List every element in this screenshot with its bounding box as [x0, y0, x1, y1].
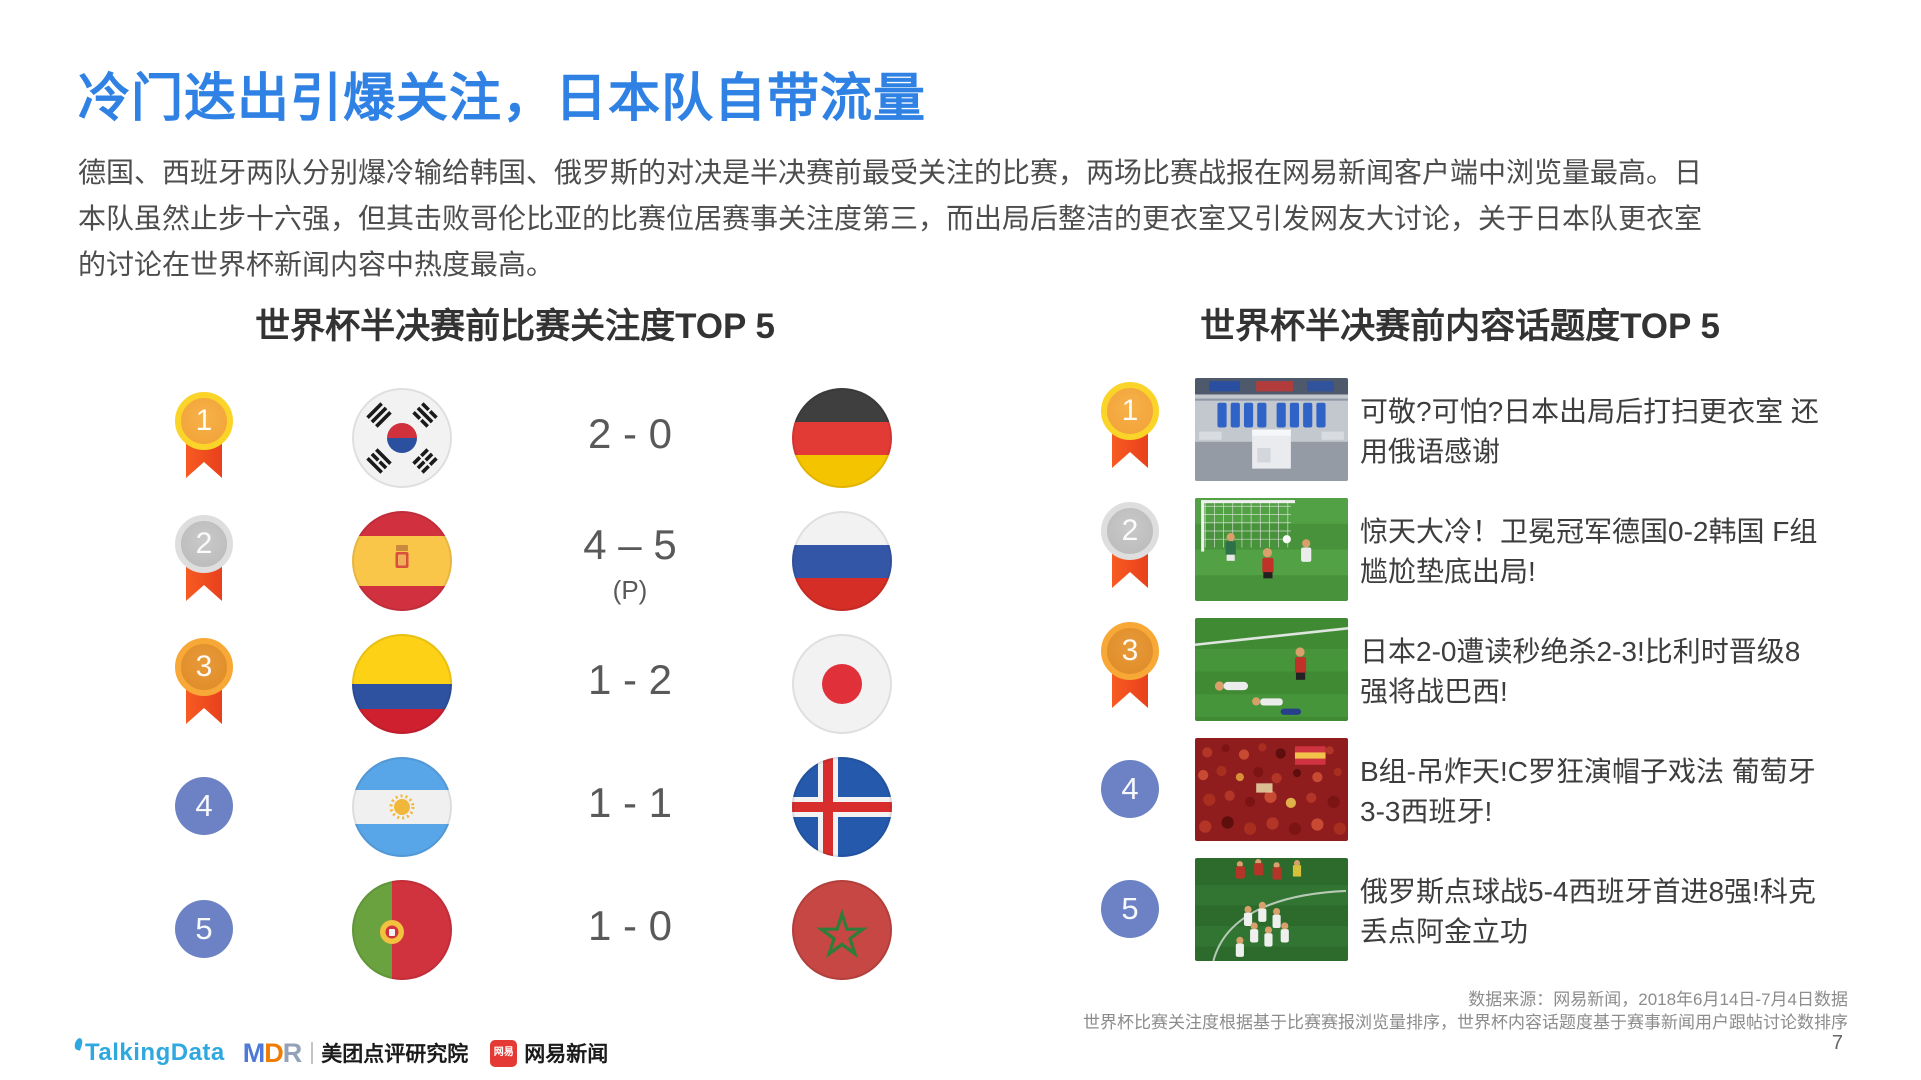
thumbnail-russia-vs-spain-penalty [1195, 858, 1348, 961]
flag-colombia-icon [352, 634, 452, 734]
rank-number: 2 [1101, 502, 1159, 560]
talkingdata-logo: TalkingData [85, 1039, 225, 1066]
rank-4-badge: 4 [172, 777, 236, 835]
mdr-logo: MDR [242, 1037, 302, 1068]
news-headline: B组-吊炸天!C罗狂演帽子戏法 葡萄牙 3-3西班牙! [1360, 756, 1816, 827]
rank-2-medal: 2 [1098, 502, 1162, 588]
page-title: 冷门迭出引爆关注，日本队自带流量 [78, 70, 927, 128]
rank-4-badge: 4 [1098, 760, 1162, 818]
flag-argentina-icon [352, 757, 452, 857]
rank-5-badge: 5 [1098, 880, 1162, 938]
source-line-1: 数据来源：网易新闻，2018年6月14日-7月4日数据 [1468, 990, 1848, 1009]
right-column-title: 世界杯半决赛前内容话题度TOP 5 [1200, 307, 1720, 346]
rank-number: 4 [175, 777, 233, 835]
news-headline: 可敬?可怕?日本出局后打扫更衣室 还 用俄语感谢 [1360, 396, 1819, 467]
flag-portugal-icon [352, 880, 452, 980]
rank-number: 5 [175, 900, 233, 958]
rank-number: 3 [175, 638, 233, 696]
meituan-dianping-institute-logo: 美团点评研究院 [321, 1043, 469, 1066]
source-line-2: 世界杯比赛关注度根据基于比赛赛报浏览量排序，世界杯内容话题度基于赛事新闻用户跟帖… [1083, 1013, 1848, 1032]
rank-number: 4 [1101, 760, 1159, 818]
match-score: 1 - 1 [587, 779, 673, 826]
rank-number: 2 [175, 515, 233, 573]
news-headline: 惊天大冷！卫冕冠军德国0-2韩国 F组 尴尬垫底出局! [1360, 516, 1818, 587]
match-score: 4 – 5 [583, 521, 677, 568]
flag-japan-icon [792, 634, 892, 734]
thumbnail-japan-vs-belgium-match [1195, 618, 1348, 721]
rank-number: 1 [1101, 382, 1159, 440]
match-score: 1 - 2 [587, 656, 673, 703]
logo-divider [311, 1042, 314, 1064]
footer-logos: TalkingData MDR 美团点评研究院 网易 网易新闻 [73, 1037, 609, 1068]
thumbnail-germany-vs-korea-match [1195, 498, 1348, 601]
rank-3-medal: 3 [172, 638, 236, 724]
flag-iceland-icon [792, 757, 892, 857]
flag-russia-icon [792, 511, 892, 611]
news-headline: 俄罗斯点球战5-4西班牙首进8强!科克 丢点阿金立功 [1360, 876, 1816, 947]
rank-1-medal: 1 [1098, 382, 1162, 468]
thumbnail-portugal-vs-spain-fans [1195, 738, 1348, 841]
flag-germany-icon [792, 388, 892, 488]
rank-2-medal: 2 [172, 515, 236, 601]
rank-1-medal: 1 [172, 392, 236, 478]
rank-number: 5 [1101, 880, 1159, 938]
flag-spain-icon [352, 511, 452, 611]
left-column-title: 世界杯半决赛前比赛关注度TOP 5 [255, 307, 775, 346]
intro-paragraph: 德国、西班牙两队分别爆冷输给韩国、俄罗斯的对决是半决赛前最受关注的比赛，两场比赛… [78, 157, 1703, 280]
rank-number: 1 [175, 392, 233, 450]
netease-news-logo: 网易新闻 [524, 1043, 609, 1066]
flag-morocco-icon [792, 880, 892, 980]
page-number: 7 [1831, 1032, 1843, 1054]
rank-3-medal: 3 [1098, 622, 1162, 708]
talkingdata-tick-icon [73, 1037, 84, 1051]
thumbnail-japan-locker-room [1195, 378, 1348, 481]
match-score: 1 - 0 [587, 902, 673, 949]
rank-5-badge: 5 [172, 900, 236, 958]
rank-number: 3 [1101, 622, 1159, 680]
flag-south-korea-icon [352, 388, 452, 488]
match-score: 2 - 0 [587, 410, 673, 457]
news-headline: 日本2-0遭读秒绝杀2-3!比利时晋级8 强将战巴西! [1360, 636, 1801, 707]
data-source-note: 数据来源：网易新闻，2018年6月14日-7月4日数据 世界杯比赛关注度根据基于… [1083, 988, 1848, 1034]
penalty-note: (P) [612, 575, 648, 605]
netease-app-icon: 网易 [490, 1039, 518, 1067]
